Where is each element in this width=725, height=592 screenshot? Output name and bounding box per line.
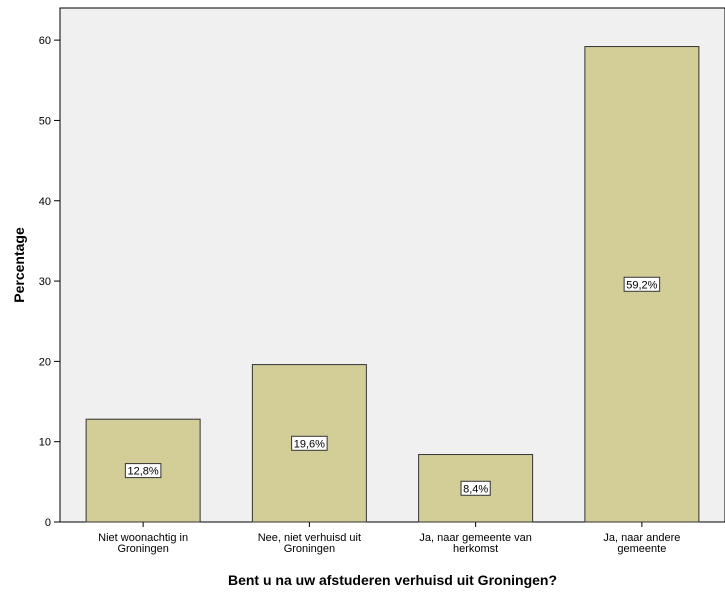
- y-tick-label: 60: [39, 35, 51, 47]
- data-label: 19,6%: [294, 438, 325, 450]
- data-label-box: [623, 276, 661, 292]
- x-tick-label: Nee, niet verhuisd uit Groningen: [258, 532, 361, 555]
- y-tick-label: 30: [39, 276, 51, 288]
- data-label-box: [460, 480, 491, 496]
- y-tick-label: 0: [45, 517, 51, 529]
- data-label-box: [124, 463, 162, 479]
- data-label: 12,8%: [128, 466, 159, 478]
- x-axis-title: Bent u na uw afstuderen verhuisd uit Gro…: [228, 572, 557, 588]
- x-tick-label: Niet woonachtig in Groningen: [98, 532, 188, 555]
- data-label: 8,4%: [463, 483, 488, 495]
- y-tick-label: 10: [39, 437, 51, 449]
- bars-layer: 12,8% 19,6% 8,4% 59,2%: [85, 46, 700, 523]
- data-label-box: [291, 435, 328, 451]
- y-tick-label: 50: [39, 115, 51, 127]
- axes-layer: Niet woonachtig in Groningen Nee, niet ver…: [39, 35, 681, 555]
- y-tick-label: 20: [39, 356, 51, 368]
- x-tick-label: Ja, naar gemeente van herkomst: [419, 532, 532, 555]
- y-axis-title: Percentage: [11, 227, 27, 303]
- data-label: 59,2%: [626, 279, 657, 291]
- x-tick-label: Ja, naar andere gemeente: [603, 532, 680, 555]
- y-tick-label: 40: [39, 196, 51, 208]
